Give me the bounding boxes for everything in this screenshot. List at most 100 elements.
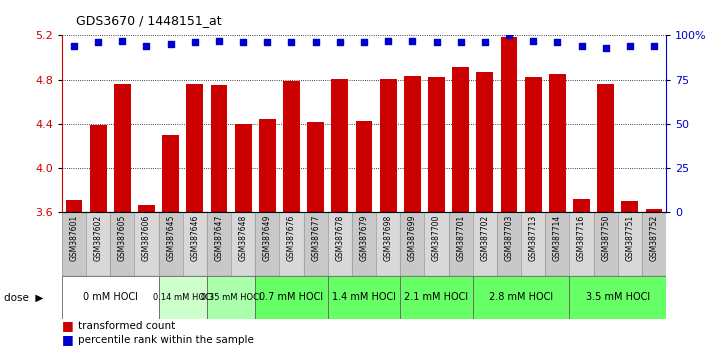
Point bbox=[189, 40, 201, 45]
Bar bbox=[472, 212, 497, 276]
Bar bbox=[618, 212, 642, 276]
Bar bbox=[404, 76, 421, 212]
Bar bbox=[355, 121, 373, 212]
Bar bbox=[135, 212, 159, 276]
Bar bbox=[328, 276, 400, 319]
Bar bbox=[331, 79, 348, 212]
Bar bbox=[66, 200, 82, 212]
Text: dose  ▶: dose ▶ bbox=[4, 292, 43, 302]
Text: GSM387647: GSM387647 bbox=[215, 215, 223, 261]
Bar bbox=[646, 209, 662, 212]
Text: 0 mM HOCl: 0 mM HOCl bbox=[83, 292, 138, 302]
Bar bbox=[110, 212, 135, 276]
Text: GSM387605: GSM387605 bbox=[118, 215, 127, 261]
Bar bbox=[328, 212, 352, 276]
Bar bbox=[62, 276, 159, 319]
Bar bbox=[86, 212, 110, 276]
Bar bbox=[207, 212, 231, 276]
Text: 0.35 mM HOCl: 0.35 mM HOCl bbox=[201, 293, 261, 302]
Bar bbox=[183, 212, 207, 276]
Bar bbox=[259, 120, 276, 212]
Text: GSM387703: GSM387703 bbox=[505, 215, 513, 261]
Point bbox=[310, 40, 322, 45]
Bar bbox=[234, 124, 252, 212]
Point bbox=[285, 40, 297, 45]
Text: GSM387751: GSM387751 bbox=[625, 215, 634, 261]
Bar bbox=[283, 81, 300, 212]
Bar bbox=[428, 78, 445, 212]
Bar bbox=[162, 135, 179, 212]
Bar bbox=[476, 72, 494, 212]
Bar bbox=[256, 276, 328, 319]
Text: GSM387679: GSM387679 bbox=[360, 215, 368, 261]
Point bbox=[431, 40, 443, 45]
Text: GSM387678: GSM387678 bbox=[336, 215, 344, 261]
Text: GSM387646: GSM387646 bbox=[190, 215, 199, 261]
Bar bbox=[545, 212, 569, 276]
Text: GSM387698: GSM387698 bbox=[384, 215, 392, 261]
Point bbox=[358, 40, 370, 45]
Text: percentile rank within the sample: percentile rank within the sample bbox=[78, 335, 254, 345]
Bar bbox=[352, 212, 376, 276]
Bar bbox=[622, 201, 638, 212]
Point bbox=[237, 40, 249, 45]
Bar bbox=[569, 212, 593, 276]
Bar bbox=[501, 36, 518, 212]
Text: GSM387716: GSM387716 bbox=[577, 215, 586, 261]
Point bbox=[648, 43, 660, 49]
Text: GSM387648: GSM387648 bbox=[239, 215, 248, 261]
Text: GSM387649: GSM387649 bbox=[263, 215, 272, 261]
Point bbox=[334, 40, 346, 45]
Text: GSM387676: GSM387676 bbox=[287, 215, 296, 261]
Bar bbox=[62, 212, 86, 276]
Point bbox=[141, 43, 152, 49]
Bar bbox=[642, 212, 666, 276]
Text: GSM387677: GSM387677 bbox=[311, 215, 320, 261]
Bar bbox=[525, 78, 542, 212]
Text: GSM387701: GSM387701 bbox=[456, 215, 465, 261]
Bar bbox=[497, 212, 521, 276]
Point bbox=[382, 38, 394, 44]
Bar bbox=[256, 212, 280, 276]
Bar bbox=[424, 212, 448, 276]
Point bbox=[68, 43, 80, 49]
Text: 2.1 mM HOCl: 2.1 mM HOCl bbox=[405, 292, 469, 302]
Point bbox=[479, 40, 491, 45]
Bar bbox=[521, 212, 545, 276]
Point bbox=[213, 38, 225, 44]
Bar bbox=[597, 84, 614, 212]
Point bbox=[406, 38, 418, 44]
Text: ■: ■ bbox=[62, 333, 74, 346]
Bar bbox=[186, 84, 203, 212]
Text: 0.7 mM HOCl: 0.7 mM HOCl bbox=[259, 292, 323, 302]
Text: GSM387752: GSM387752 bbox=[649, 215, 659, 261]
Point bbox=[552, 40, 563, 45]
Bar bbox=[400, 212, 424, 276]
Point bbox=[165, 41, 176, 47]
Point bbox=[92, 40, 104, 45]
Bar bbox=[231, 212, 256, 276]
Bar bbox=[593, 212, 618, 276]
Point bbox=[600, 45, 612, 51]
Text: 2.8 mM HOCl: 2.8 mM HOCl bbox=[489, 292, 553, 302]
Bar bbox=[448, 212, 472, 276]
Point bbox=[503, 33, 515, 38]
Text: ■: ■ bbox=[62, 319, 74, 332]
Bar bbox=[138, 205, 155, 212]
Bar bbox=[380, 79, 397, 212]
Text: GSM387699: GSM387699 bbox=[408, 215, 417, 261]
Bar bbox=[573, 199, 590, 212]
Bar bbox=[159, 212, 183, 276]
Bar bbox=[400, 276, 472, 319]
Point bbox=[455, 40, 467, 45]
Text: GDS3670 / 1448151_at: GDS3670 / 1448151_at bbox=[76, 14, 222, 27]
Text: 1.4 mM HOCl: 1.4 mM HOCl bbox=[332, 292, 396, 302]
Text: transformed count: transformed count bbox=[78, 321, 175, 331]
Bar bbox=[452, 68, 469, 212]
Bar bbox=[549, 74, 566, 212]
Text: GSM387645: GSM387645 bbox=[166, 215, 175, 261]
Bar bbox=[569, 276, 666, 319]
Bar bbox=[280, 212, 304, 276]
Point bbox=[116, 38, 128, 44]
Bar bbox=[376, 212, 400, 276]
